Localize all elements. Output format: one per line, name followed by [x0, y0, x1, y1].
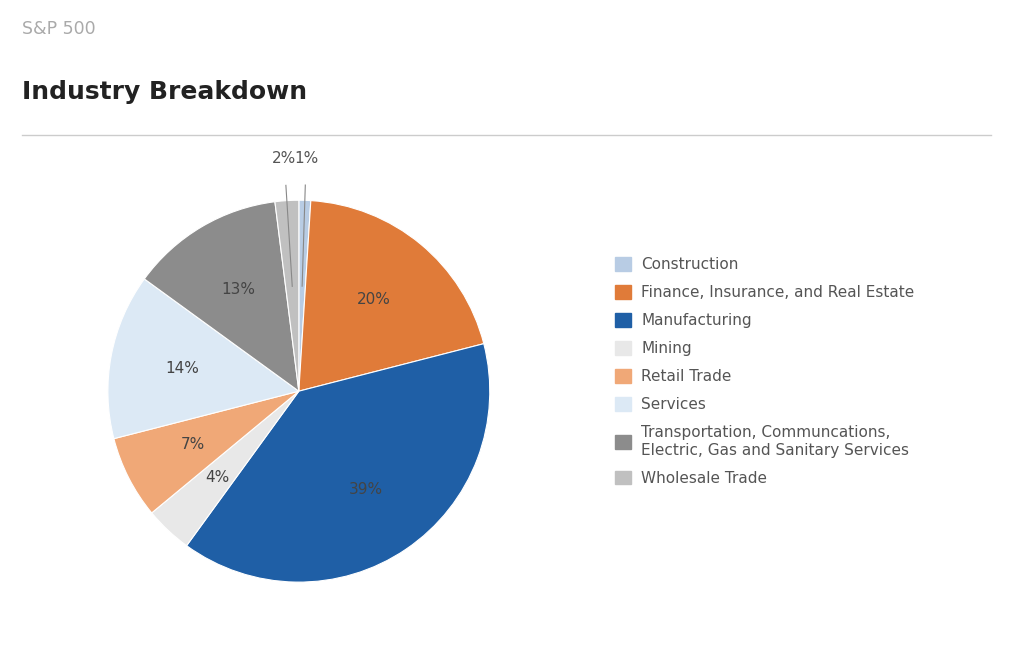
Wedge shape	[275, 200, 299, 391]
Wedge shape	[299, 201, 484, 391]
Wedge shape	[186, 343, 489, 582]
Text: 2%: 2%	[272, 151, 297, 166]
Wedge shape	[299, 200, 311, 391]
Text: Industry Breakdown: Industry Breakdown	[22, 80, 307, 103]
Text: 7%: 7%	[181, 438, 206, 452]
Text: 14%: 14%	[165, 361, 200, 377]
Text: 39%: 39%	[348, 481, 383, 497]
Text: 13%: 13%	[222, 282, 255, 297]
Wedge shape	[108, 279, 299, 439]
Legend: Construction, Finance, Insurance, and Real Estate, Manufacturing, Mining, Retail: Construction, Finance, Insurance, and Re…	[616, 257, 915, 486]
Wedge shape	[152, 391, 299, 546]
Wedge shape	[113, 391, 299, 513]
Text: 1%: 1%	[294, 151, 318, 166]
Text: 4%: 4%	[206, 470, 230, 485]
Wedge shape	[145, 202, 299, 391]
Text: S&P 500: S&P 500	[22, 20, 96, 38]
Text: 20%: 20%	[358, 292, 391, 308]
